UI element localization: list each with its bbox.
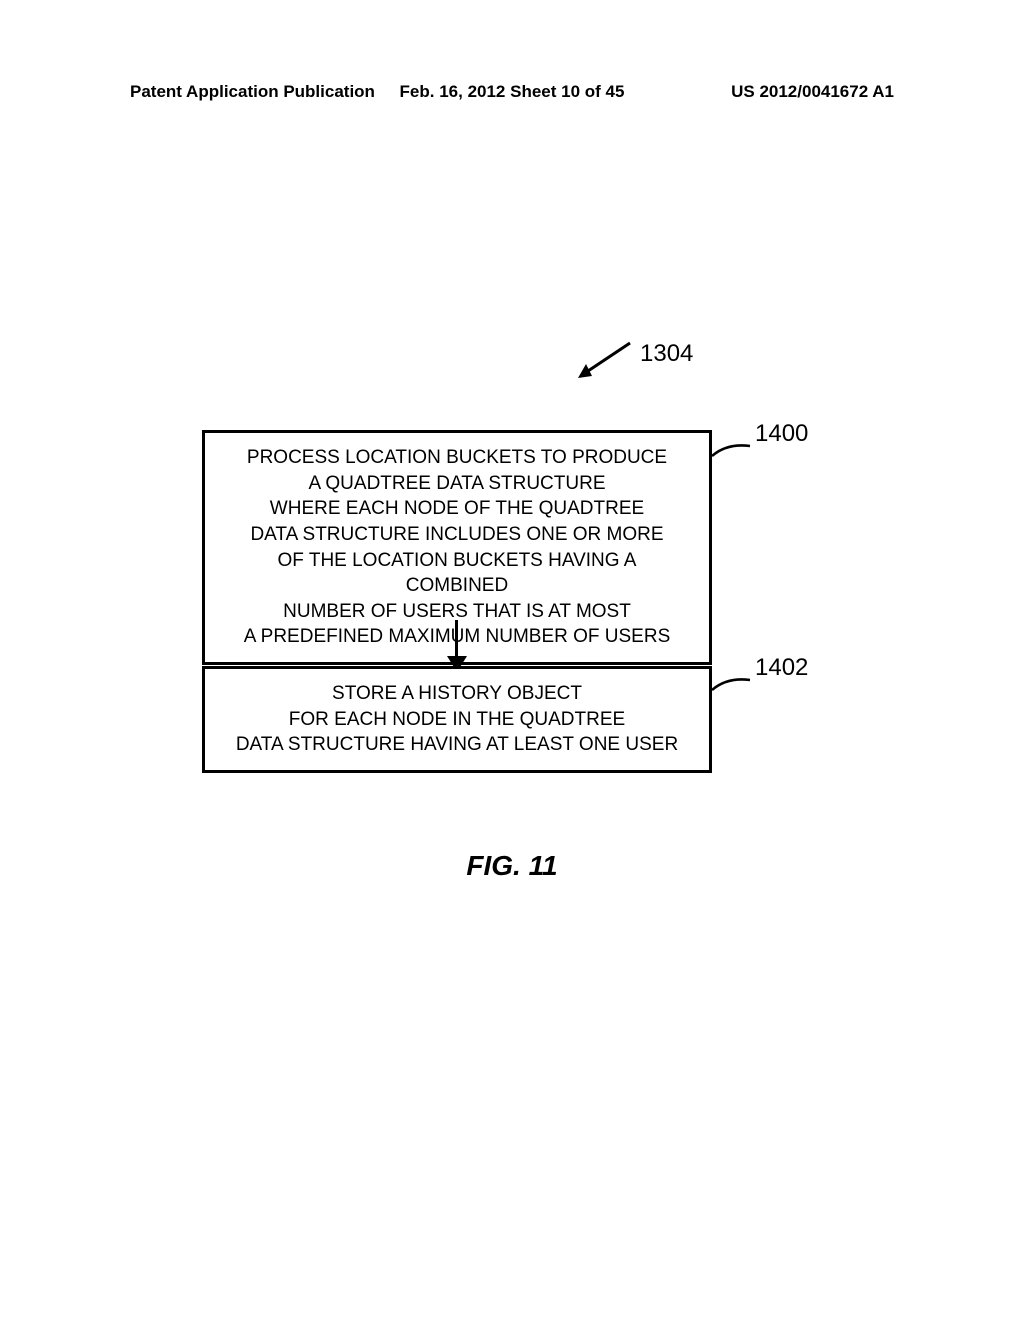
reference-label-1400: 1400 xyxy=(755,420,808,448)
reference-label-1402: 1402 xyxy=(755,654,808,682)
node-text: STORE A HISTORY OBJECT FOR EACH NODE IN … xyxy=(225,681,689,758)
pointer-arrow-icon xyxy=(570,338,640,388)
flowchart-node-1402: STORE A HISTORY OBJECT FOR EACH NODE IN … xyxy=(202,666,712,773)
leader-line-icon xyxy=(712,672,752,692)
page-header: Patent Application Publication Feb. 16, … xyxy=(0,82,1024,102)
leader-line-icon xyxy=(712,438,752,458)
header-date-sheet: Feb. 16, 2012 Sheet 10 of 45 xyxy=(400,82,625,102)
header-publication-number: US 2012/0041672 A1 xyxy=(731,82,894,102)
reference-label-1304: 1304 xyxy=(640,340,693,368)
figure-caption: FIG. 11 xyxy=(0,850,1024,882)
header-publication-label: Patent Application Publication xyxy=(130,82,375,102)
